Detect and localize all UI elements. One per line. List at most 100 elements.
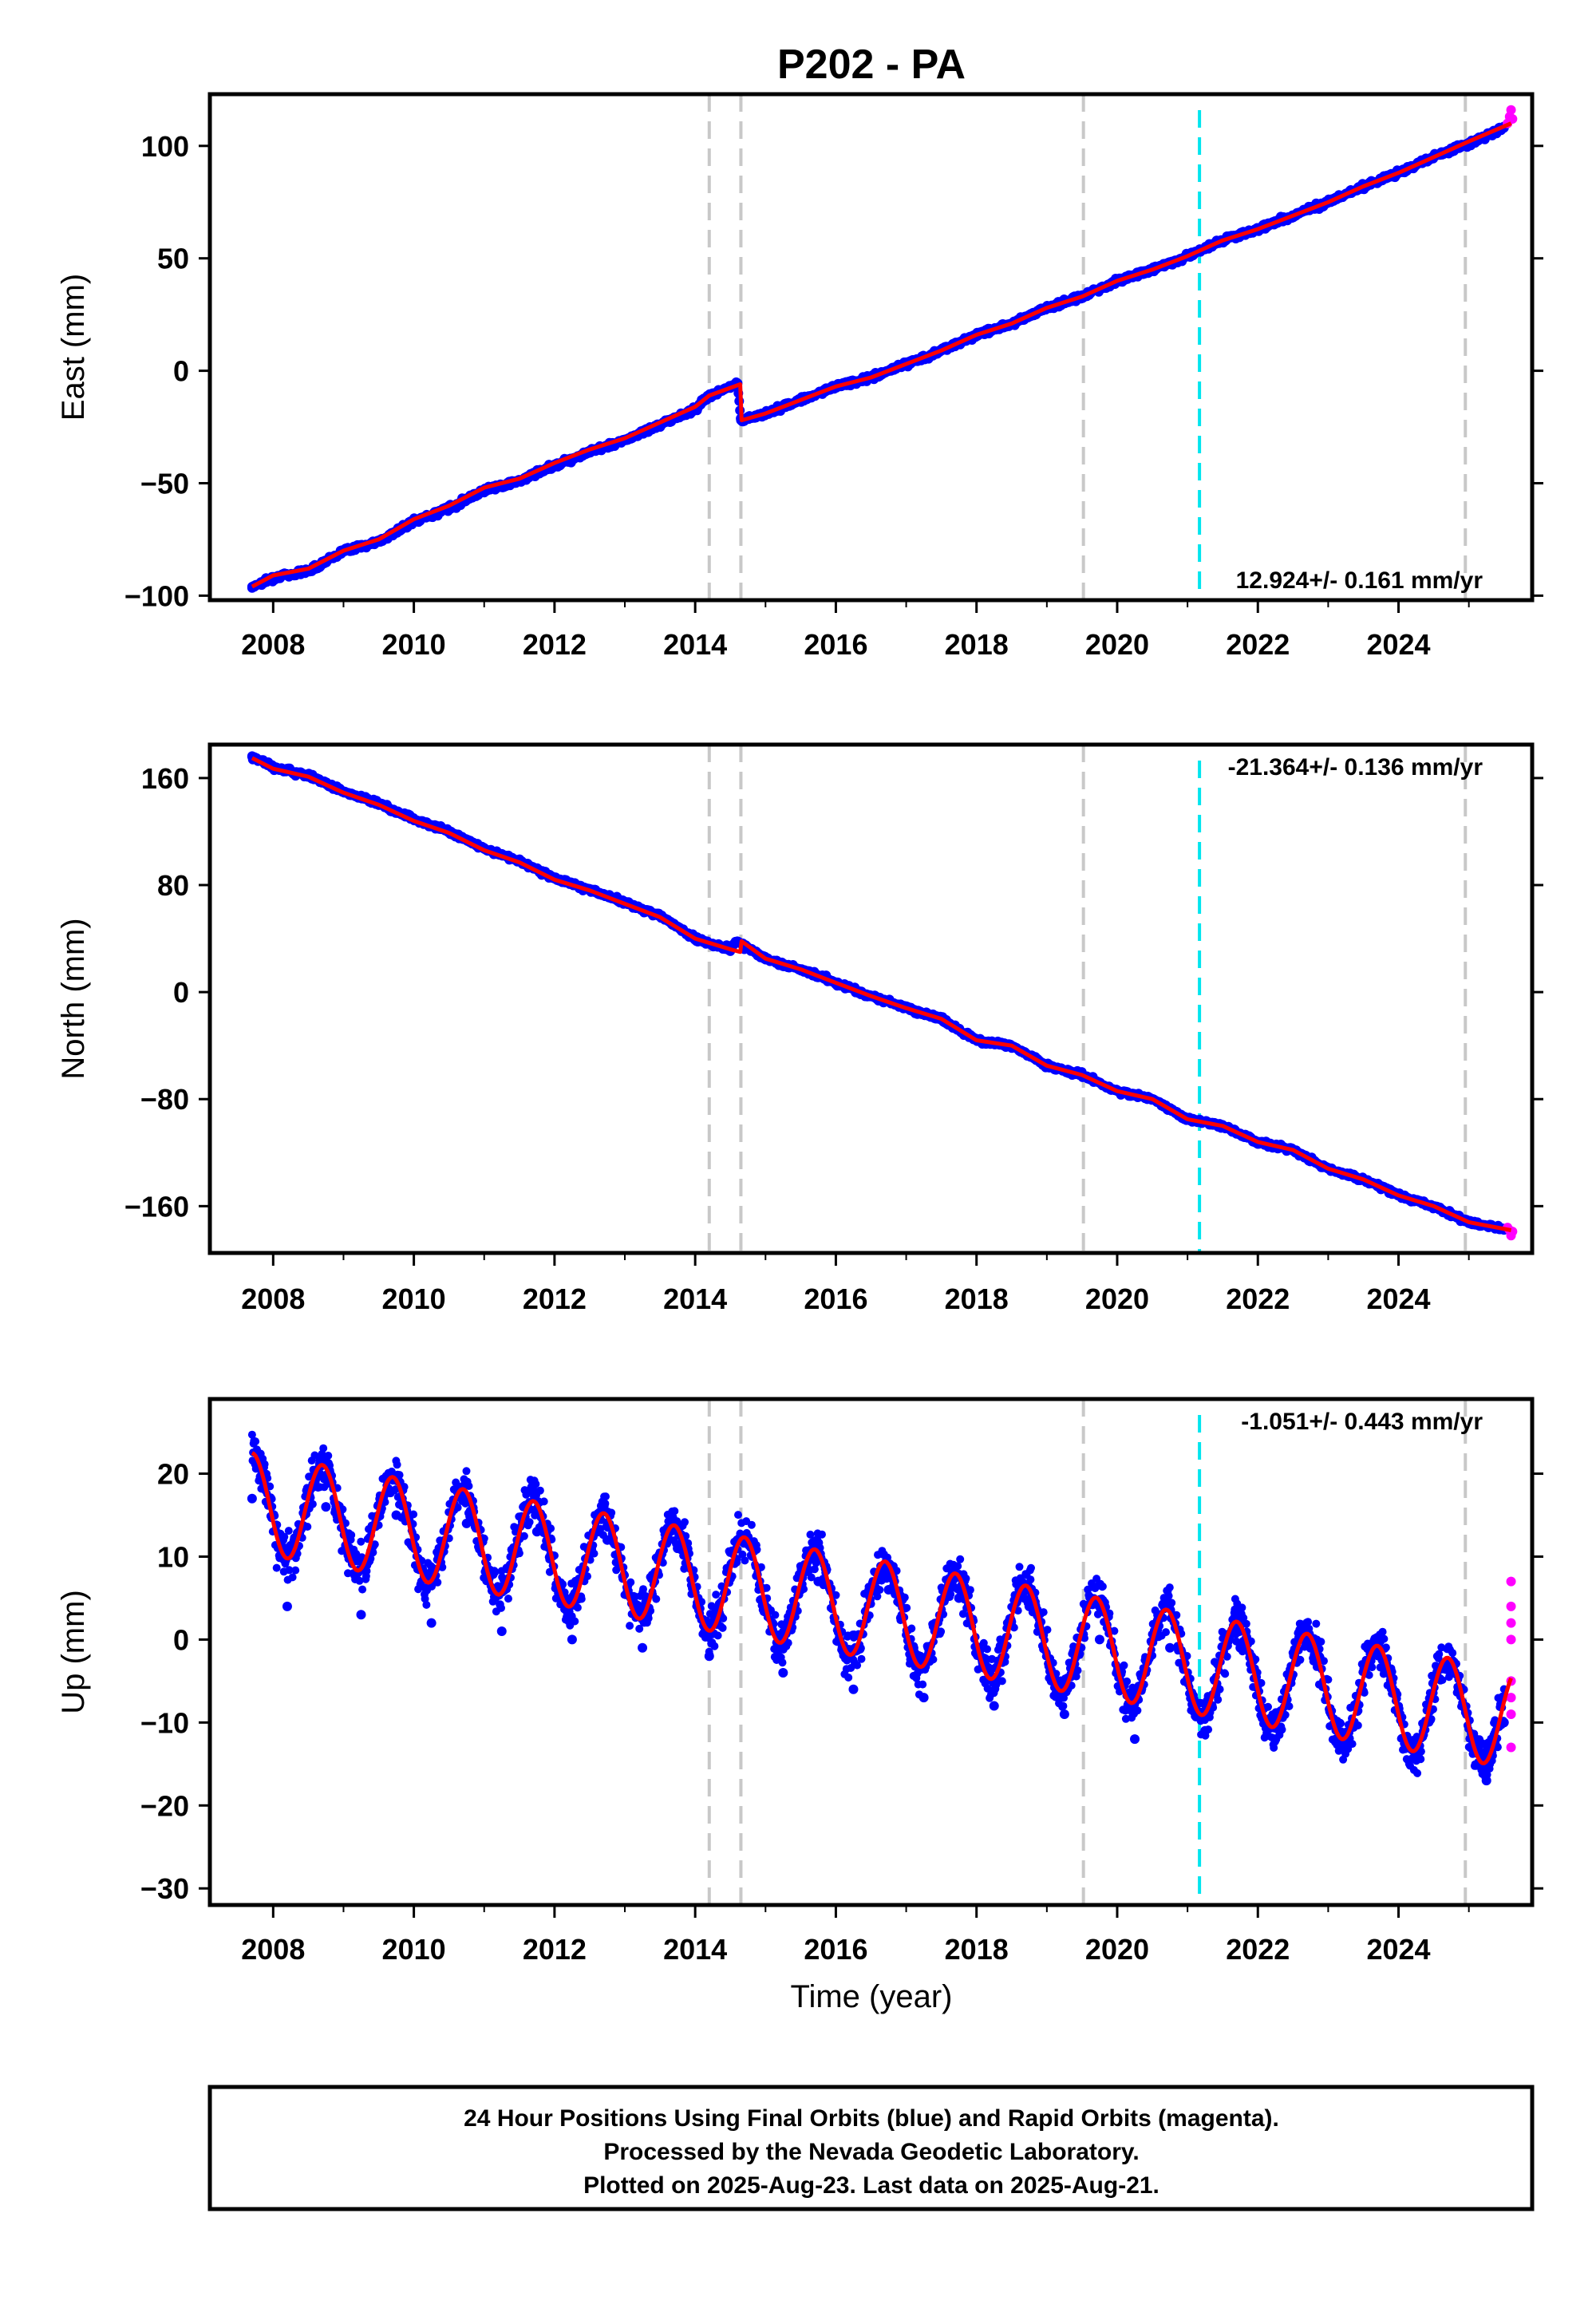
up-data-point	[681, 1518, 689, 1527]
up-data-point	[453, 1504, 462, 1512]
up-data-point	[718, 1623, 727, 1632]
up-data-point	[393, 1460, 401, 1469]
east-x-tick-label: 2012	[523, 628, 587, 661]
up-data-point	[900, 1593, 909, 1602]
up-data-point	[324, 1452, 333, 1460]
up-data-point	[903, 1603, 911, 1612]
up-data-point	[741, 1556, 749, 1565]
up-data-point	[319, 1444, 328, 1452]
east-y-axis-label: East (mm)	[56, 274, 91, 421]
east-velocity-annotation: 12.924+/- 0.161 mm/yr	[1236, 567, 1483, 594]
up-data-point	[807, 1573, 816, 1582]
up-data-point	[857, 1654, 866, 1663]
north-model-fit-line	[251, 756, 1512, 1232]
up-data-point	[400, 1483, 409, 1492]
east-x-tick-label: 2008	[241, 628, 305, 661]
up-data-point	[280, 1532, 289, 1541]
up-data-point	[734, 1511, 742, 1520]
north-y-tick-label: 80	[157, 869, 189, 902]
up-data-point	[288, 1573, 297, 1582]
north-x-tick-label: 2018	[945, 1282, 1009, 1315]
up-data-point	[583, 1572, 591, 1581]
up-data-point	[832, 1591, 840, 1599]
up-data-point	[355, 1576, 364, 1585]
up-data-point	[291, 1566, 300, 1575]
up-data-point	[853, 1661, 862, 1670]
up-data-point	[491, 1568, 500, 1577]
up-data-point	[260, 1460, 269, 1468]
north-x-tick-label: 2022	[1226, 1282, 1290, 1315]
up-data-point	[907, 1624, 916, 1633]
up-data-point	[602, 1492, 610, 1501]
up-data-point	[272, 1563, 281, 1572]
up-data-point	[712, 1591, 721, 1599]
east-y-tick-label: −50	[140, 467, 189, 500]
up-data-point	[573, 1603, 582, 1612]
east-x-tick-label: 2014	[663, 628, 727, 661]
north-x-tick-label: 2016	[804, 1282, 867, 1315]
north-velocity-annotation: -21.364+/- 0.136 mm/yr	[1228, 754, 1483, 781]
up-data-point	[644, 1614, 653, 1622]
up-data-point	[422, 1600, 431, 1609]
north-y-tick-label: 0	[173, 976, 189, 1009]
north-plot-frame	[207, 742, 1535, 1255]
up-data-point	[525, 1518, 534, 1527]
up-data-point	[738, 1550, 747, 1559]
up-data-point	[670, 1507, 679, 1516]
up-data-point	[639, 1585, 647, 1594]
up-data-point	[519, 1531, 528, 1540]
east-x-tick-label: 2016	[804, 628, 867, 661]
up-data-point	[719, 1614, 728, 1622]
up-data-point	[577, 1595, 586, 1603]
up-data-point	[607, 1508, 616, 1517]
up-data-point	[818, 1530, 826, 1539]
up-data-point	[358, 1585, 367, 1594]
north-x-tick-label: 2010	[382, 1282, 446, 1315]
up-data-point	[369, 1548, 377, 1557]
figure-title: P202 - PA	[777, 41, 966, 88]
up-data-point	[266, 1482, 275, 1491]
north-y-tick-label: −80	[140, 1083, 189, 1116]
up-data-point	[421, 1595, 429, 1603]
up-data-point	[635, 1624, 644, 1633]
east-x-tick-label: 2024	[1366, 628, 1430, 661]
up-data-point	[545, 1567, 554, 1576]
up-data-point	[784, 1638, 792, 1647]
up-data-point	[892, 1567, 901, 1575]
up-data-point	[559, 1580, 567, 1589]
up-data-point	[433, 1578, 442, 1587]
north-x-tick-label: 2014	[663, 1282, 727, 1315]
up-data-point	[762, 1583, 771, 1592]
up-data-point	[535, 1486, 544, 1495]
up-data-point	[515, 1549, 523, 1558]
up-data-point	[710, 1642, 719, 1650]
up-data-point	[571, 1617, 579, 1626]
up-data-point	[464, 1482, 473, 1490]
east-rapid-orbit-point	[1506, 105, 1516, 115]
north-x-tick-label: 2024	[1366, 1282, 1430, 1315]
up-data-point	[497, 1603, 505, 1612]
up-data-point	[753, 1545, 761, 1554]
up-data-point	[652, 1595, 661, 1603]
east-rapid-orbit-point	[1507, 113, 1518, 124]
east-plot-frame	[207, 92, 1535, 603]
up-data-point	[347, 1531, 356, 1539]
up-data-point	[590, 1549, 598, 1558]
east-model-fit-line	[251, 121, 1512, 589]
up-data-point	[873, 1592, 882, 1601]
up-data-point	[308, 1500, 317, 1508]
up-data-point	[713, 1631, 722, 1640]
up-data-point	[771, 1611, 780, 1619]
east-x-tick-label: 2018	[945, 628, 1009, 661]
north-y-axis-label: North (mm)	[56, 918, 91, 1079]
up-data-point	[284, 1527, 293, 1535]
up-data-point	[251, 1437, 260, 1446]
up-data-point	[875, 1586, 884, 1595]
east-y-tick-label: −100	[124, 579, 189, 612]
up-data-point	[539, 1497, 548, 1506]
up-data-point	[601, 1500, 610, 1508]
